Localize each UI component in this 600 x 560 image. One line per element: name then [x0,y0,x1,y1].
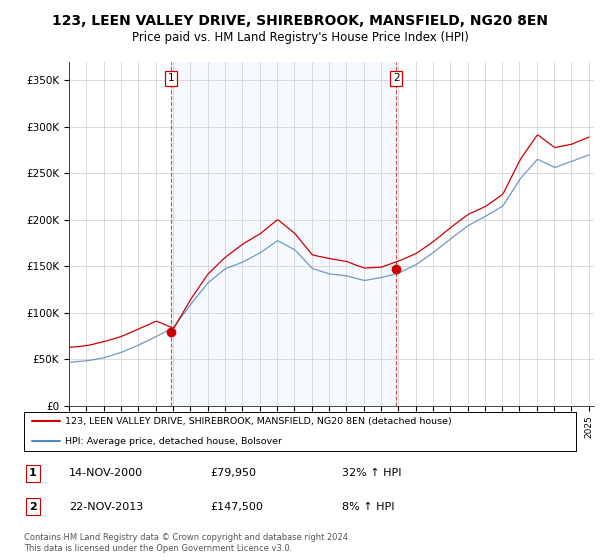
Text: 2: 2 [393,73,400,83]
Text: £79,950: £79,950 [210,468,256,478]
Text: Price paid vs. HM Land Registry's House Price Index (HPI): Price paid vs. HM Land Registry's House … [131,31,469,44]
Text: 123, LEEN VALLEY DRIVE, SHIREBROOK, MANSFIELD, NG20 8EN: 123, LEEN VALLEY DRIVE, SHIREBROOK, MANS… [52,14,548,28]
Text: HPI: Average price, detached house, Bolsover: HPI: Average price, detached house, Bols… [65,436,283,446]
Text: 123, LEEN VALLEY DRIVE, SHIREBROOK, MANSFIELD, NG20 8EN (detached house): 123, LEEN VALLEY DRIVE, SHIREBROOK, MANS… [65,417,452,426]
Bar [171,62,397,406]
Text: 14-NOV-2000: 14-NOV-2000 [69,468,143,478]
Text: 1: 1 [167,73,174,83]
Text: £147,500: £147,500 [210,502,263,512]
Text: 2: 2 [29,502,37,512]
FancyBboxPatch shape [24,412,576,451]
Text: 8% ↑ HPI: 8% ↑ HPI [342,502,395,512]
Text: Contains HM Land Registry data © Crown copyright and database right 2024.
This d: Contains HM Land Registry data © Crown c… [24,533,350,553]
Text: 1: 1 [29,468,37,478]
Text: 22-NOV-2013: 22-NOV-2013 [69,502,143,512]
Text: 32% ↑ HPI: 32% ↑ HPI [342,468,401,478]
